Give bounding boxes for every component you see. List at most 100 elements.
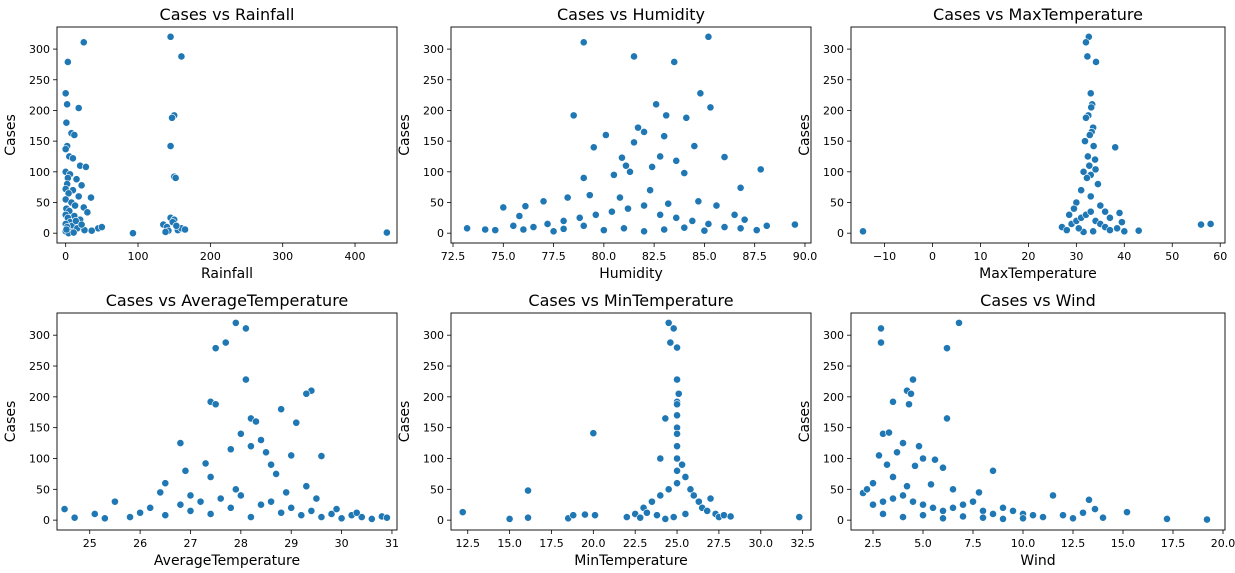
scatter-points <box>458 318 804 523</box>
scatter-point <box>630 52 638 61</box>
x-tick-label: 17.5 <box>539 537 564 550</box>
scatter-point <box>161 479 170 488</box>
scatter-point <box>74 192 83 201</box>
scatter-point <box>515 212 524 220</box>
scatter-point <box>1094 180 1102 188</box>
scatter-point <box>706 103 715 112</box>
y-tick-label: 0 <box>437 227 444 240</box>
scatter-point <box>899 513 907 521</box>
scatter-point <box>664 318 673 327</box>
scatter-point <box>1070 204 1078 213</box>
scatter-point <box>82 163 90 171</box>
scatter-point <box>929 503 937 512</box>
scatter-point <box>661 414 670 423</box>
scatter-point <box>726 512 735 521</box>
scatter-point <box>673 411 681 420</box>
y-tick-label: 300 <box>823 329 844 342</box>
x-tick-label: 31 <box>385 537 399 550</box>
scatter-point <box>1077 186 1086 195</box>
scatter-point <box>241 324 250 333</box>
scatter-point <box>736 224 745 233</box>
chart-title: Cases vs AverageTemperature <box>106 291 349 310</box>
chart-panel-6: Cases vs Wind 2.5 5.0 7.5 10.0 12.5 15.0 17.5 20… <box>797 291 1235 569</box>
scatter-point <box>1113 224 1122 233</box>
scatter-point <box>1083 52 1092 61</box>
scatter-point <box>678 460 686 469</box>
scatter-point <box>989 510 997 518</box>
y-tick-label: 150 <box>423 422 444 435</box>
x-tick-label: 90.0 <box>793 250 818 263</box>
x-axis-label: Humidity <box>599 266 662 282</box>
scatter-point <box>1197 220 1205 229</box>
scatter-point <box>939 506 947 515</box>
x-tick-label: 40 <box>1117 250 1131 263</box>
scatter-point <box>1069 514 1077 523</box>
scatter-point <box>915 442 923 451</box>
scatter-point <box>569 111 578 120</box>
scatter-point <box>630 138 638 147</box>
scatter-point <box>211 344 220 353</box>
scatter-point <box>176 439 185 447</box>
scatter-point <box>287 451 296 460</box>
y-axis-label: Cases <box>3 401 19 443</box>
scatter-point <box>673 375 681 384</box>
scatter-point <box>1085 131 1094 139</box>
scatter-point <box>172 221 181 230</box>
scatter-point <box>626 167 634 176</box>
scatter-point <box>620 224 628 233</box>
scatter-point <box>1089 142 1098 150</box>
scatter-point <box>1086 207 1095 216</box>
scatter-point <box>859 227 867 236</box>
scatter-point <box>989 466 997 475</box>
chart-panel-4: Cases vs AverageTemperature 25 26 27 28 29 30 3… <box>3 291 399 569</box>
y-tick-label: 0 <box>43 514 50 527</box>
scatter-point <box>87 226 96 235</box>
axes-frame <box>850 26 1226 244</box>
scatter-point <box>524 513 532 522</box>
scatter-point <box>688 217 697 225</box>
scatter-point <box>1203 515 1211 524</box>
scatter-points <box>859 318 1211 524</box>
scatter-point <box>591 511 599 520</box>
x-tick-label: 30 <box>1069 250 1083 263</box>
scatter-point <box>696 89 705 98</box>
scatter-point <box>885 428 893 437</box>
y-tick-label: 50 <box>36 483 50 496</box>
axes-frame <box>56 26 398 244</box>
y-tick-label: 150 <box>423 135 444 148</box>
scatter-point <box>549 227 558 236</box>
scatter-point <box>257 436 265 444</box>
y-tick-label: 50 <box>430 197 444 210</box>
scatter-point <box>893 448 901 457</box>
scatter-point <box>949 485 957 494</box>
scatter-point <box>903 482 911 491</box>
scatter-point <box>1111 143 1120 152</box>
scatter-point <box>636 513 645 522</box>
scatter-point <box>672 213 681 222</box>
scatter-point <box>71 217 80 225</box>
scatter-point <box>899 439 907 447</box>
scatter-point <box>1049 491 1057 500</box>
scatter-point <box>949 503 957 512</box>
x-tick-label: 20.0 <box>581 537 606 550</box>
scatter-point <box>1062 226 1071 235</box>
scatter-point <box>959 500 967 509</box>
axes-frame <box>56 312 398 531</box>
x-tick-label: 300 <box>272 250 293 263</box>
scatter-point <box>863 485 871 494</box>
scatter-point <box>610 170 618 179</box>
scatter-point <box>909 497 917 506</box>
chart-title: Cases vs MinTemperature <box>528 291 733 310</box>
scatter-point <box>877 324 885 333</box>
scatter-point <box>762 221 771 230</box>
scatter-point <box>661 515 670 523</box>
scatter-point <box>262 448 270 457</box>
scatter-point <box>616 193 624 202</box>
scatter-point <box>1206 220 1215 228</box>
scatter-point <box>669 513 678 521</box>
scatter-point <box>706 494 715 503</box>
scatter-point <box>791 220 799 229</box>
scatter-point <box>648 497 656 506</box>
scatter-point <box>979 506 987 515</box>
scatter-point <box>943 344 951 353</box>
